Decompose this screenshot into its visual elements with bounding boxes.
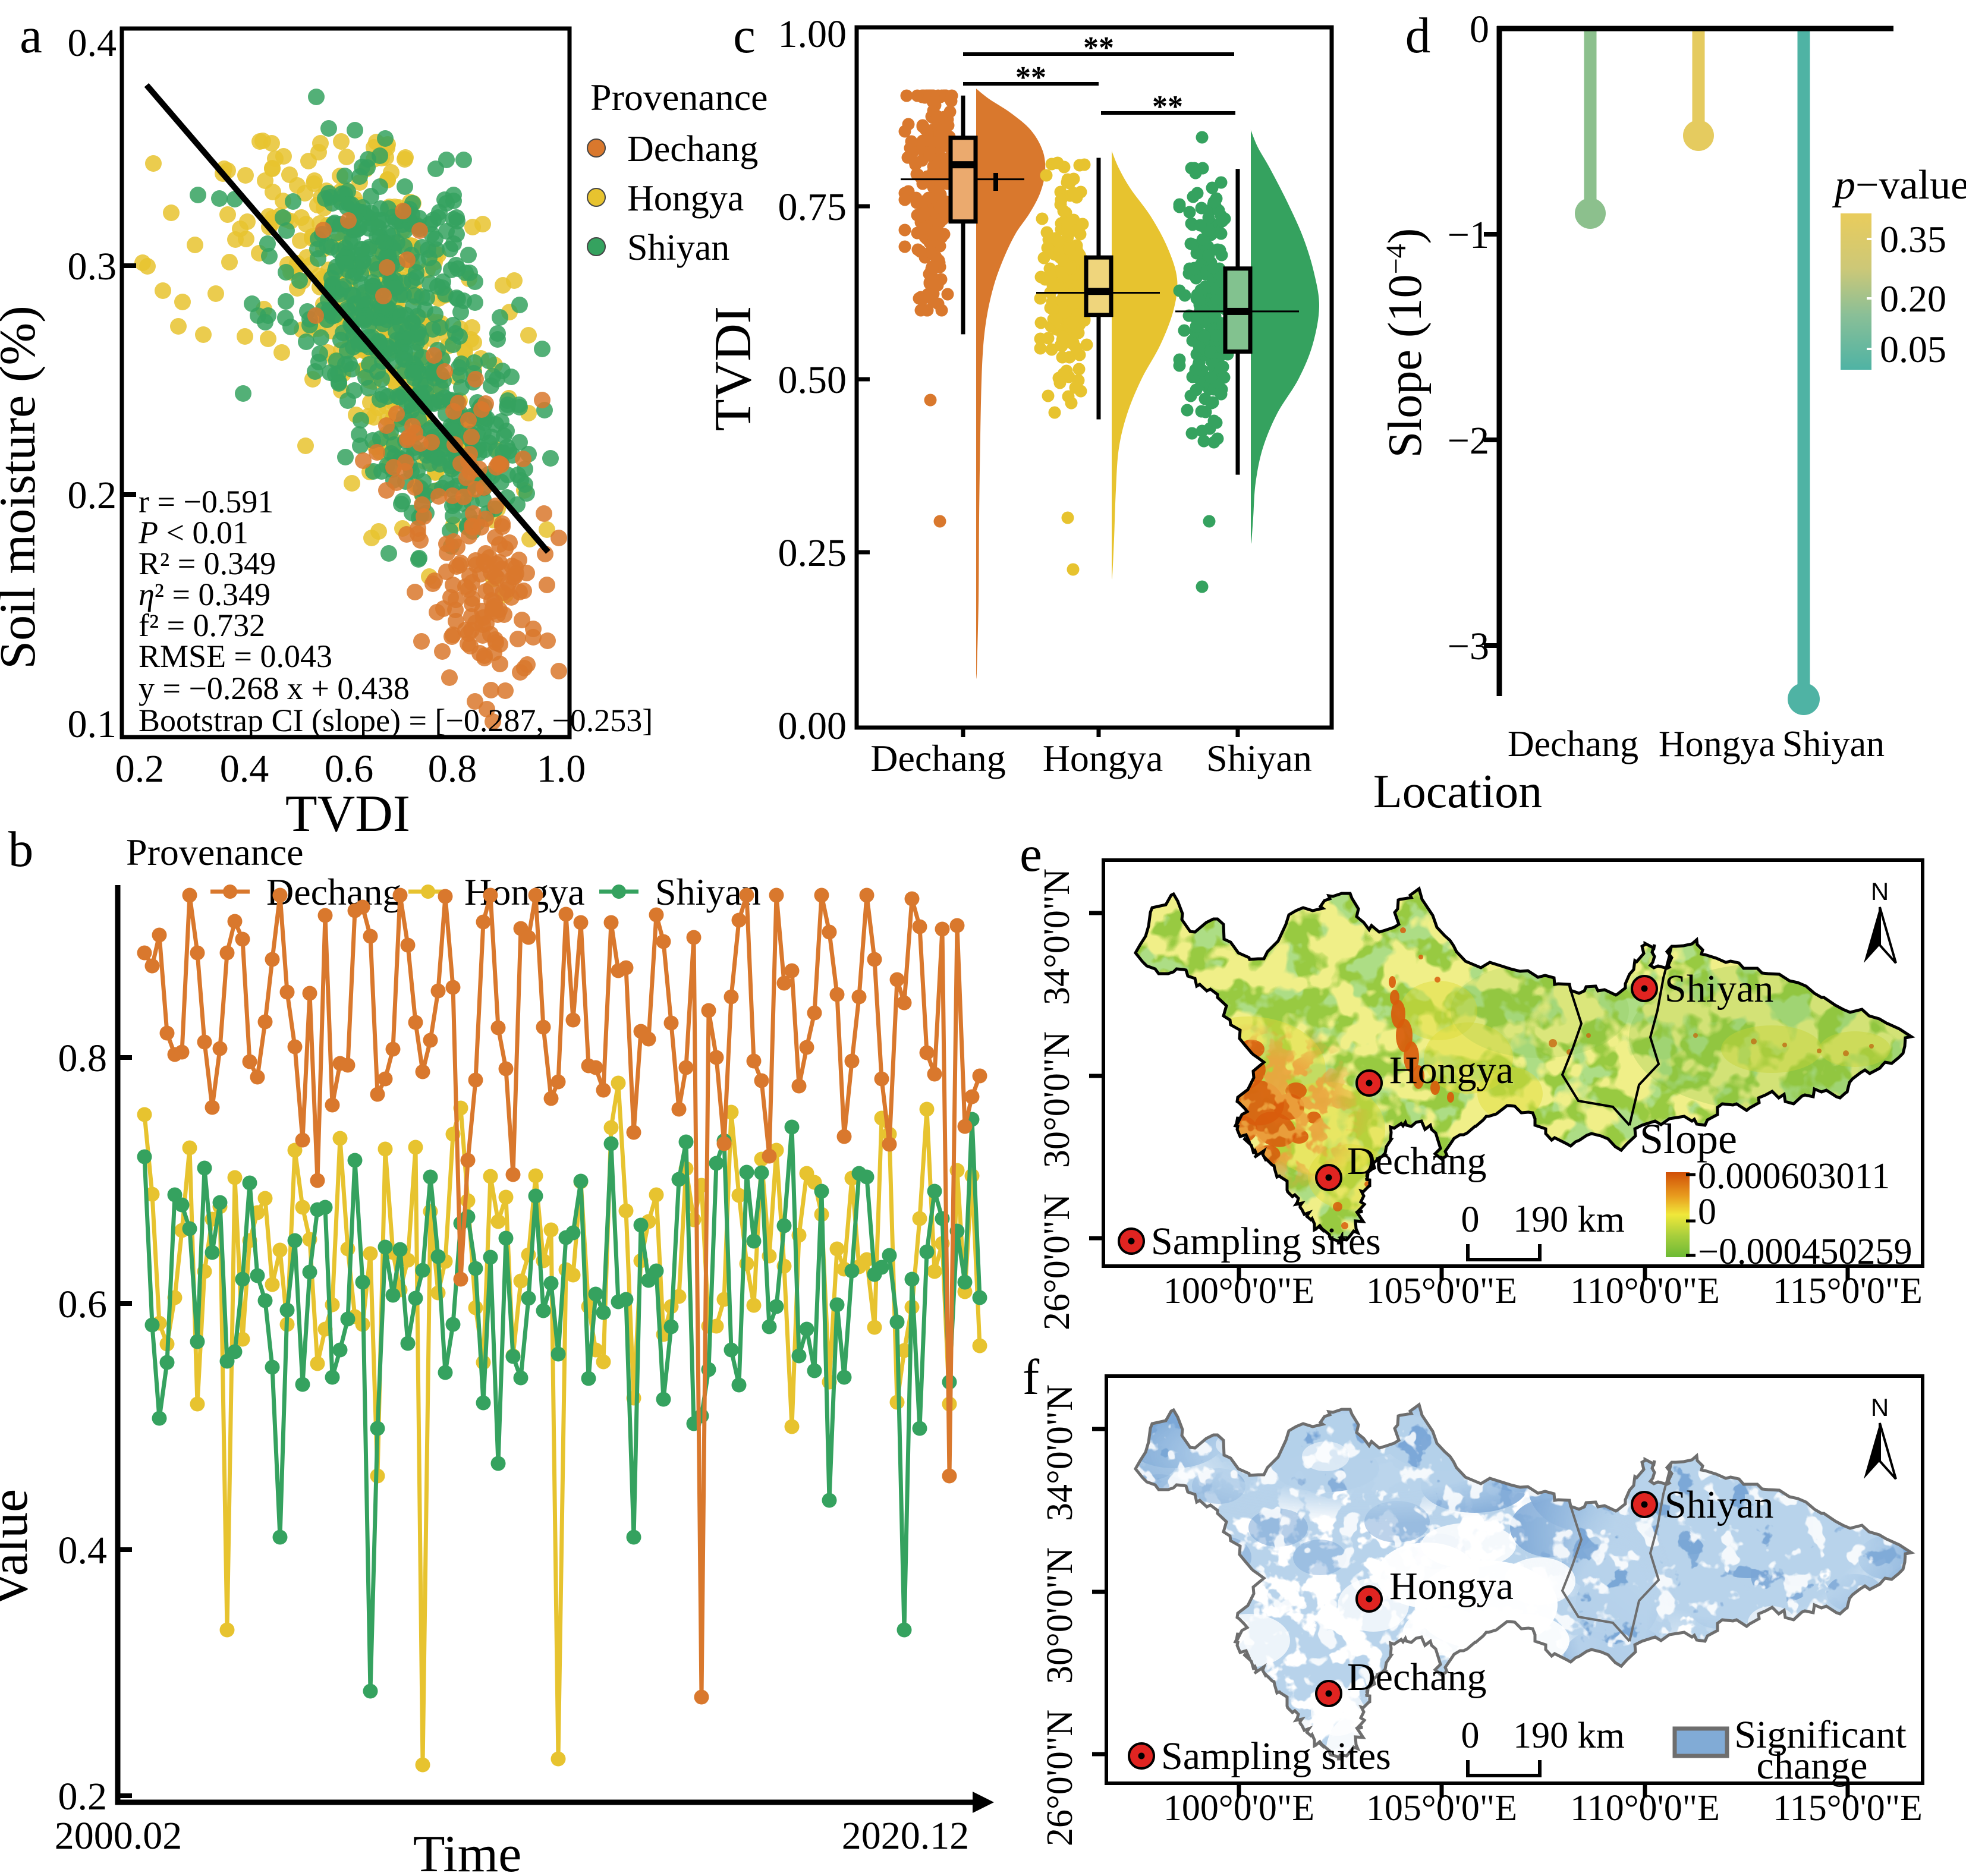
svg-text:2020.12: 2020.12 — [842, 1814, 970, 1858]
svg-text:Sampling sites: Sampling sites — [1151, 1220, 1381, 1263]
svg-text:Slope: Slope — [1640, 1115, 1737, 1163]
svg-text:0.75: 0.75 — [778, 185, 847, 229]
svg-text:b: b — [8, 821, 34, 877]
svg-text:0.3: 0.3 — [68, 245, 117, 288]
svg-text:−0.000450259: −0.000450259 — [1698, 1232, 1912, 1272]
svg-text:TVDI: TVDI — [704, 306, 762, 431]
svg-text:**: ** — [1152, 90, 1183, 124]
svg-text:0.25: 0.25 — [778, 531, 847, 575]
svg-text:0.4: 0.4 — [68, 21, 117, 65]
svg-text:100°0'0"E: 100°0'0"E — [1163, 1788, 1314, 1828]
svg-text:f² = 0.732: f² = 0.732 — [139, 608, 265, 643]
svg-text:Value: Value — [0, 1489, 39, 1608]
svg-text:Provenance: Provenance — [126, 831, 304, 873]
svg-text:Shiyan: Shiyan — [627, 228, 729, 268]
svg-text:Sampling sites: Sampling sites — [1161, 1735, 1391, 1778]
svg-text:190 km: 190 km — [1513, 1716, 1625, 1756]
svg-text:30°0'0"N: 30°0'0"N — [1037, 1031, 1077, 1168]
svg-text:Dechang: Dechang — [1347, 1140, 1487, 1183]
svg-text:Hongya: Hongya — [1389, 1049, 1514, 1092]
svg-text:N: N — [1871, 877, 1889, 905]
svg-text:110°0'0"E: 110°0'0"E — [1570, 1271, 1720, 1311]
svg-text:Bootstrap CI (slope) = [−0.287: Bootstrap CI (slope) = [−0.287, −0.253] — [139, 703, 653, 738]
svg-text:0.00: 0.00 — [778, 704, 847, 748]
svg-text:Shiyan: Shiyan — [1206, 737, 1312, 779]
svg-text:a: a — [20, 8, 42, 64]
svg-text:0.4: 0.4 — [58, 1529, 108, 1572]
svg-text:P < 0.01: P < 0.01 — [138, 515, 248, 550]
svg-text:0.2: 0.2 — [115, 747, 165, 791]
svg-text:115°0'0"E: 115°0'0"E — [1773, 1271, 1923, 1311]
svg-text:Shiyan: Shiyan — [1782, 724, 1885, 764]
svg-text:p−value: p−value — [1832, 162, 1966, 208]
svg-text:34°0'0"N: 34°0'0"N — [1037, 868, 1077, 1005]
svg-text:N: N — [1871, 1393, 1889, 1421]
svg-text:0.000603011: 0.000603011 — [1698, 1156, 1890, 1197]
svg-text:Provenance: Provenance — [590, 76, 768, 118]
svg-text:Dechang: Dechang — [627, 129, 758, 169]
svg-text:1.0: 1.0 — [537, 747, 586, 791]
svg-text:Shiyan: Shiyan — [1665, 967, 1773, 1011]
svg-text:2000.02: 2000.02 — [55, 1814, 183, 1858]
svg-text:0.4: 0.4 — [220, 747, 269, 791]
svg-text:110°0'0"E: 110°0'0"E — [1570, 1788, 1720, 1828]
svg-text:Shiyan: Shiyan — [1665, 1483, 1773, 1526]
svg-text:Hongya: Hongya — [627, 178, 744, 219]
svg-text:1.00: 1.00 — [778, 12, 847, 56]
svg-text:190 km: 190 km — [1513, 1200, 1625, 1240]
svg-text:26°0'0"N: 26°0'0"N — [1037, 1194, 1077, 1330]
svg-text:−2: −2 — [1448, 419, 1489, 462]
svg-text:η² = 0.349: η² = 0.349 — [139, 577, 270, 612]
svg-text:Dechang: Dechang — [1347, 1655, 1487, 1699]
svg-text:d: d — [1405, 8, 1431, 64]
svg-text:0.05: 0.05 — [1880, 328, 1946, 370]
svg-text:e: e — [1020, 826, 1042, 882]
svg-text:**: ** — [1083, 31, 1114, 65]
svg-text:R² = 0.349: R² = 0.349 — [139, 546, 276, 581]
svg-text:100°0'0"E: 100°0'0"E — [1163, 1271, 1314, 1311]
svg-text:Dechang: Dechang — [870, 737, 1005, 779]
svg-text:−3: −3 — [1448, 625, 1489, 668]
svg-text:Hongya: Hongya — [1389, 1565, 1514, 1608]
svg-text:0.35: 0.35 — [1880, 218, 1946, 260]
svg-text:26°0'0"N: 26°0'0"N — [1040, 1710, 1080, 1846]
svg-text:Time: Time — [413, 1825, 522, 1876]
svg-text:y = −0.268 x + 0.438: y = −0.268 x + 0.438 — [139, 671, 410, 706]
svg-text:Hongya: Hongya — [464, 871, 585, 913]
svg-text:115°0'0"E: 115°0'0"E — [1773, 1788, 1923, 1828]
svg-text:0.2: 0.2 — [68, 474, 117, 517]
svg-text:0.6: 0.6 — [58, 1283, 108, 1326]
svg-text:RMSE = 0.043: RMSE = 0.043 — [139, 638, 332, 674]
svg-text:0.50: 0.50 — [778, 358, 847, 402]
svg-text:**: ** — [1015, 61, 1046, 95]
svg-text:30°0'0"N: 30°0'0"N — [1040, 1547, 1080, 1684]
svg-text:Dechang: Dechang — [266, 871, 401, 913]
svg-text:Dechang: Dechang — [1508, 724, 1638, 764]
svg-text:0.8: 0.8 — [58, 1037, 108, 1080]
svg-text:0.20: 0.20 — [1880, 278, 1946, 320]
svg-text:0.8: 0.8 — [428, 747, 477, 791]
svg-text:0.6: 0.6 — [325, 747, 374, 791]
svg-text:0: 0 — [1461, 1716, 1480, 1756]
svg-text:105°0'0"E: 105°0'0"E — [1366, 1788, 1517, 1828]
svg-text:0: 0 — [1461, 1200, 1480, 1240]
svg-text:Hongya: Hongya — [1043, 737, 1163, 779]
svg-text:0.1: 0.1 — [68, 703, 117, 746]
svg-text:r = −0.591: r = −0.591 — [139, 484, 273, 520]
svg-text:0.2: 0.2 — [58, 1775, 108, 1818]
svg-text:c: c — [733, 8, 756, 64]
svg-text:change: change — [1757, 1744, 1868, 1787]
svg-text:Location: Location — [1373, 766, 1542, 818]
svg-text:Soil moisture (%): Soil moisture (%) — [0, 306, 46, 669]
svg-text:Significant: Significant — [1734, 1713, 1907, 1757]
svg-text:34°0'0"N: 34°0'0"N — [1040, 1384, 1080, 1521]
svg-text:−1: −1 — [1448, 213, 1489, 257]
svg-text:Hongya: Hongya — [1659, 724, 1775, 764]
svg-text:f: f — [1023, 1349, 1040, 1405]
svg-text:105°0'0"E: 105°0'0"E — [1366, 1271, 1517, 1311]
svg-text:0: 0 — [1698, 1192, 1716, 1232]
svg-text:TVDI: TVDI — [285, 785, 410, 843]
svg-text:0: 0 — [1470, 8, 1489, 51]
